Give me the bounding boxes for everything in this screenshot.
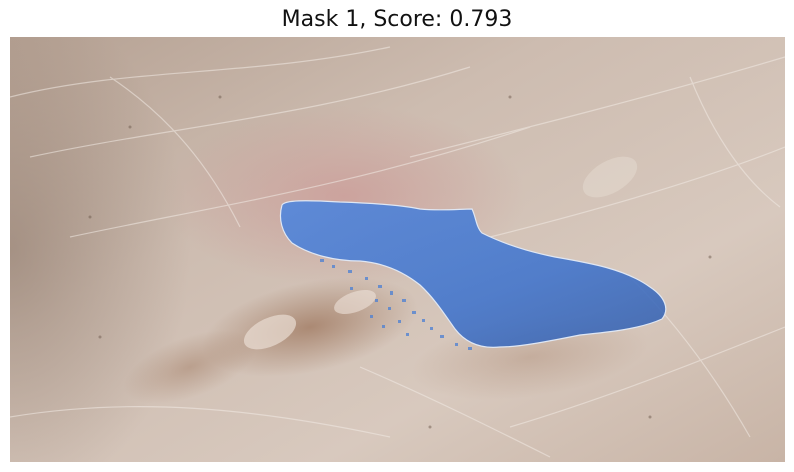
figure-title: Mask 1, Score: 0.793: [281, 7, 513, 32]
skin-photo: [10, 37, 785, 462]
segmentation-mask: [279, 200, 667, 348]
mask-speckles: [320, 259, 472, 350]
skin-bump: [243, 314, 297, 350]
